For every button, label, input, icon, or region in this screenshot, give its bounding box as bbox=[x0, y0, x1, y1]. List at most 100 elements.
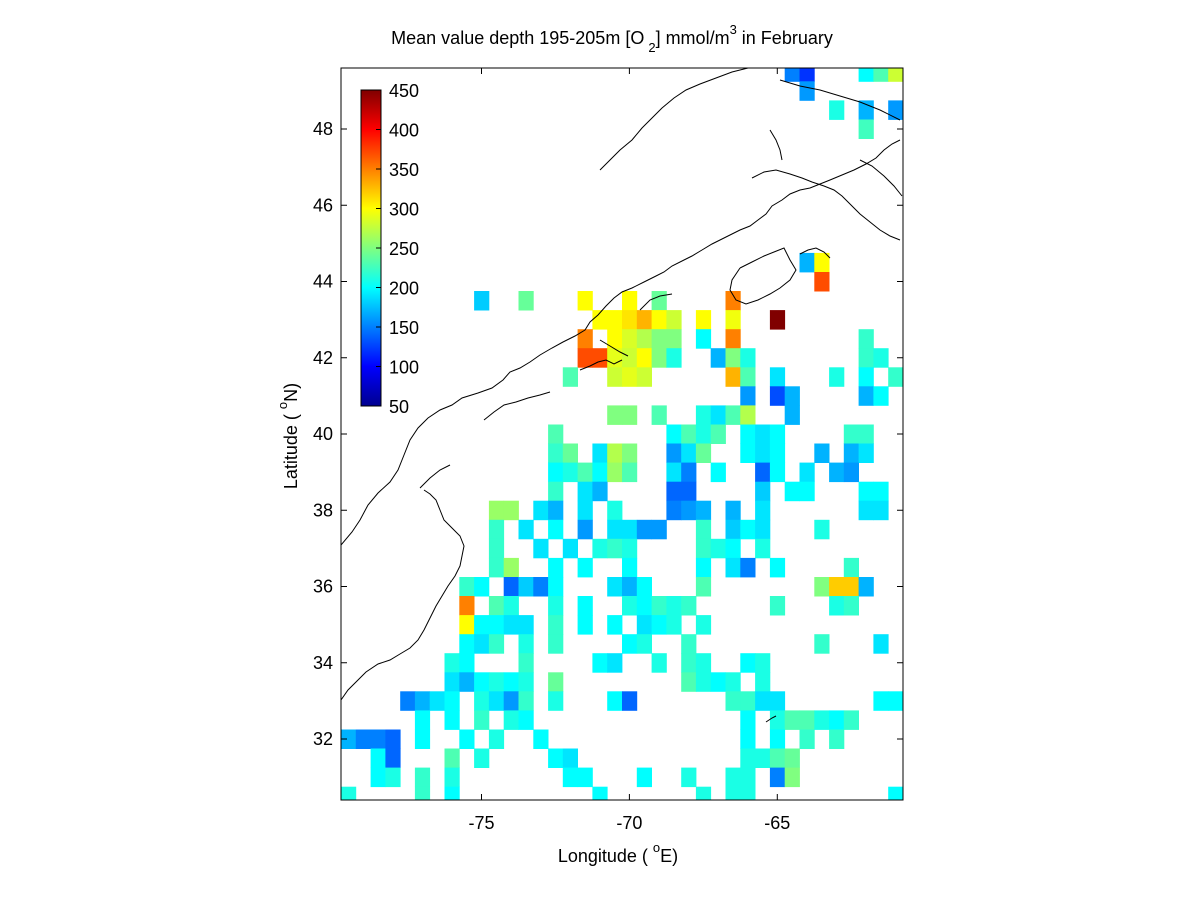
data-cell bbox=[622, 367, 638, 387]
colorbar-tick-label: 450 bbox=[389, 81, 419, 101]
data-cell bbox=[622, 310, 638, 330]
data-cell bbox=[607, 538, 623, 559]
y-tick-label: 46 bbox=[313, 195, 333, 215]
data-cell bbox=[548, 634, 564, 654]
data-cell bbox=[858, 500, 874, 521]
data-cell bbox=[755, 481, 771, 502]
data-cell bbox=[622, 596, 638, 616]
data-cell bbox=[533, 538, 549, 559]
data-cell bbox=[474, 634, 490, 654]
data-cell bbox=[799, 252, 815, 273]
data-cell bbox=[592, 462, 608, 483]
data-cell bbox=[725, 538, 741, 559]
data-cell bbox=[666, 310, 682, 330]
data-cell bbox=[829, 729, 845, 749]
data-cell bbox=[725, 291, 741, 311]
data-cell bbox=[740, 443, 756, 463]
data-cell bbox=[829, 462, 845, 483]
data-cell bbox=[592, 348, 608, 368]
y-tick-label: 38 bbox=[313, 500, 333, 520]
data-cell bbox=[843, 557, 859, 578]
colorbar-tick-label: 400 bbox=[389, 121, 419, 141]
data-cell bbox=[651, 653, 667, 673]
data-cell bbox=[799, 710, 815, 730]
data-cell bbox=[888, 367, 903, 387]
data-cell bbox=[710, 348, 726, 368]
data-cell bbox=[444, 767, 460, 788]
data-cell bbox=[740, 386, 756, 406]
data-cell bbox=[503, 577, 519, 597]
x-tick-label: -65 bbox=[764, 813, 790, 833]
data-cell bbox=[710, 462, 726, 483]
data-cell bbox=[622, 348, 638, 368]
y-tick-label: 34 bbox=[313, 653, 333, 673]
data-cell bbox=[755, 538, 771, 559]
data-cell bbox=[385, 767, 401, 788]
data-cell bbox=[651, 348, 667, 368]
data-cell bbox=[548, 500, 564, 521]
data-cell bbox=[843, 424, 859, 444]
data-cell bbox=[858, 100, 874, 120]
data-cell bbox=[666, 443, 682, 463]
data-cell bbox=[740, 348, 756, 368]
data-cell bbox=[755, 691, 771, 711]
data-cell bbox=[577, 519, 593, 540]
data-cell bbox=[740, 748, 756, 768]
data-cell bbox=[474, 291, 490, 311]
data-cell bbox=[814, 443, 830, 463]
data-cell bbox=[607, 367, 623, 387]
data-cell bbox=[518, 291, 534, 311]
data-cell bbox=[577, 615, 593, 635]
data-cell bbox=[607, 310, 623, 330]
data-cell bbox=[681, 653, 697, 673]
data-cell bbox=[503, 691, 519, 711]
data-cell bbox=[769, 748, 786, 768]
data-cell bbox=[873, 500, 889, 521]
data-cell bbox=[459, 653, 475, 673]
data-cell bbox=[755, 748, 771, 768]
title-end: in February bbox=[737, 28, 833, 48]
data-cell bbox=[607, 577, 623, 597]
colorbar-tick-label: 300 bbox=[389, 200, 419, 220]
data-cell bbox=[414, 729, 431, 749]
data-cell bbox=[858, 329, 874, 349]
data-cell bbox=[562, 748, 578, 768]
data-cell bbox=[799, 729, 815, 749]
data-cell bbox=[577, 481, 593, 502]
colorbar-tick-label: 250 bbox=[389, 239, 419, 259]
data-cell bbox=[370, 729, 386, 749]
data-cell bbox=[577, 596, 593, 616]
y-axis-label-post: N) bbox=[281, 383, 301, 402]
data-cell bbox=[769, 596, 786, 616]
data-cell bbox=[385, 729, 401, 749]
data-cell bbox=[858, 577, 874, 597]
data-cell bbox=[488, 691, 505, 711]
y-tick-label: 40 bbox=[313, 424, 333, 444]
data-cell bbox=[769, 462, 786, 483]
data-cell bbox=[488, 615, 505, 635]
data-cell bbox=[725, 557, 741, 578]
data-cell bbox=[548, 519, 564, 540]
data-cell bbox=[414, 786, 431, 800]
data-cell bbox=[666, 462, 682, 483]
data-cell bbox=[740, 519, 756, 540]
data-cell bbox=[784, 767, 800, 788]
data-cell bbox=[769, 386, 786, 406]
data-cell bbox=[740, 653, 756, 673]
data-cell bbox=[651, 519, 667, 540]
data-cell bbox=[459, 596, 475, 616]
data-cell bbox=[710, 424, 726, 444]
data-cell bbox=[607, 615, 623, 635]
data-cell bbox=[503, 615, 519, 635]
data-cell bbox=[518, 710, 534, 730]
data-cell bbox=[592, 786, 608, 800]
colorbar-tick-label: 100 bbox=[389, 358, 419, 378]
data-cell bbox=[503, 672, 519, 692]
data-cell bbox=[636, 596, 652, 616]
data-cell bbox=[755, 519, 771, 540]
data-cell bbox=[548, 596, 564, 616]
y-axis: 32 34 36 38 40 42 44 46 48 bbox=[313, 119, 903, 749]
data-cell bbox=[444, 691, 460, 711]
data-cell bbox=[562, 538, 578, 559]
